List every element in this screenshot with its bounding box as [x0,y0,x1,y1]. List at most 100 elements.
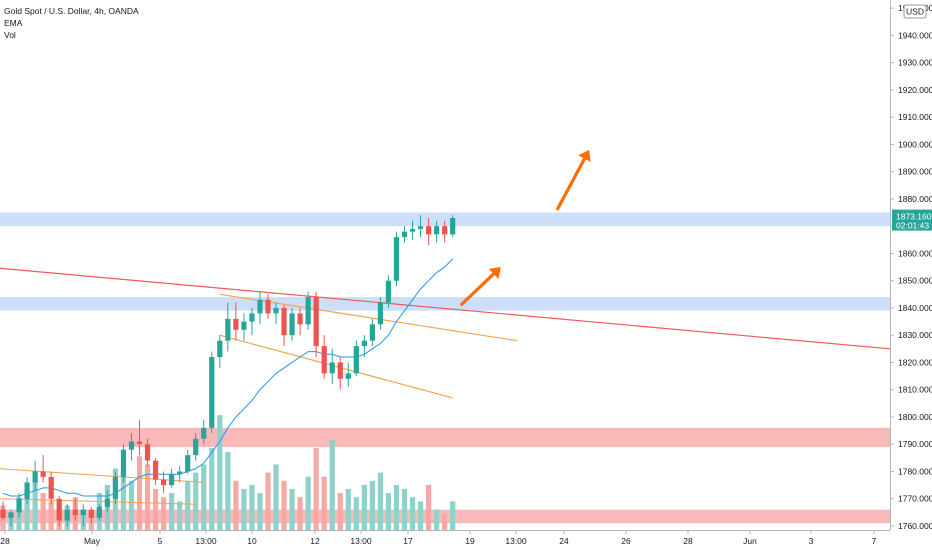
lower-support-line[interactable] [0,498,196,505]
candle[interactable] [417,215,424,238]
candle[interactable] [249,307,255,336]
candle-body [104,498,110,507]
channel-lower-line[interactable] [219,334,453,399]
time-axis[interactable]: 28 May 5 13:00 10 12 13:00 17 19 13:00 24 26 28 Jun 3 7 [0,530,932,550]
candle[interactable] [393,231,400,287]
candle[interactable] [88,506,94,524]
candle[interactable] [112,471,119,505]
candle-body [56,498,62,521]
candle[interactable] [401,226,408,243]
projection-arrow[interactable] [459,267,501,307]
time-tick-label: 26 [621,536,631,546]
candle-body [281,307,287,336]
candle[interactable] [321,335,327,379]
candle[interactable] [144,438,151,467]
candle[interactable] [273,302,279,325]
candle-body [353,346,359,374]
candle[interactable] [161,471,167,494]
volume-bar [249,484,255,530]
price-tick-label: 1910.000 [898,112,932,122]
support-zone[interactable] [0,427,890,447]
price-tick-label: 1880.000 [898,194,932,204]
candle-body [257,299,263,314]
candle[interactable] [297,307,303,336]
resistance-zone[interactable] [0,297,890,311]
descending-trendline[interactable] [0,267,932,365]
currency-tag[interactable]: USD [903,4,927,19]
price-axis[interactable]: 1760.000 1770.000 1780.000 1790.000 1800.000… [890,0,932,550]
volume-bar [281,480,287,530]
candle[interactable] [104,490,110,513]
candle[interactable] [40,455,46,483]
candle[interactable] [450,215,456,238]
candle[interactable] [337,357,343,390]
candle-body [289,313,295,336]
projection-arrow[interactable] [555,149,591,211]
candle[interactable] [32,460,38,491]
candle[interactable] [434,220,440,243]
candle[interactable] [24,476,30,505]
candle[interactable] [185,449,191,475]
volume-bar [241,489,247,530]
candle[interactable] [345,362,351,387]
resistance-zone[interactable] [0,212,890,227]
candle[interactable] [8,509,14,526]
candle[interactable] [442,220,448,243]
candle[interactable] [409,220,416,240]
candle[interactable] [177,466,183,483]
symbol-title[interactable]: Gold Spot / U.S. Dollar, 4h, OANDA [4,6,139,16]
candle[interactable] [56,496,62,526]
candle[interactable] [48,471,54,505]
candle[interactable] [96,504,102,521]
candle[interactable] [80,504,86,526]
indicator-ema-label[interactable]: EMA [4,18,23,28]
candle[interactable] [225,302,231,352]
candle-body [393,237,400,281]
volume-bar [353,497,359,530]
candle[interactable] [385,275,392,308]
candle[interactable] [313,291,319,358]
volume-bar [434,509,440,530]
candle[interactable] [257,291,263,325]
candle[interactable] [120,444,127,483]
candle[interactable] [369,318,375,347]
candle-body [249,313,255,322]
indicator-vol-label[interactable]: Vol [4,30,16,40]
candle[interactable] [209,351,215,434]
candle[interactable] [72,498,78,521]
candle[interactable] [128,433,135,461]
candle[interactable] [289,307,295,341]
time-axis-bg [0,530,932,550]
candle[interactable] [201,419,207,445]
price-tick-label: 1770.000 [898,494,932,504]
candle[interactable] [64,504,70,526]
candle[interactable] [281,305,287,347]
candle[interactable] [377,297,384,330]
volume-bar [385,493,392,530]
candle-body [177,471,183,475]
candle[interactable] [305,291,311,330]
time-tick-label: 5 [158,536,163,546]
countdown-label: 02:01:43 [896,221,929,231]
candle[interactable] [0,501,6,521]
candle[interactable] [233,302,239,341]
candle[interactable] [241,313,247,341]
time-tick-label: 13:00 [350,536,372,546]
candles-layer [0,215,456,526]
candle[interactable] [193,433,199,461]
time-tick-label: 28 [0,536,10,546]
candle[interactable] [425,218,432,246]
candle[interactable] [169,468,175,488]
candle[interactable] [265,294,271,319]
candle[interactable] [16,493,22,518]
candle[interactable] [353,340,359,377]
candle[interactable] [152,457,159,486]
candle[interactable] [361,335,367,358]
candle-body [377,302,384,325]
candle[interactable] [329,348,335,385]
candle[interactable] [217,335,223,368]
candle[interactable] [136,419,143,456]
ema-line[interactable] [2,258,454,497]
